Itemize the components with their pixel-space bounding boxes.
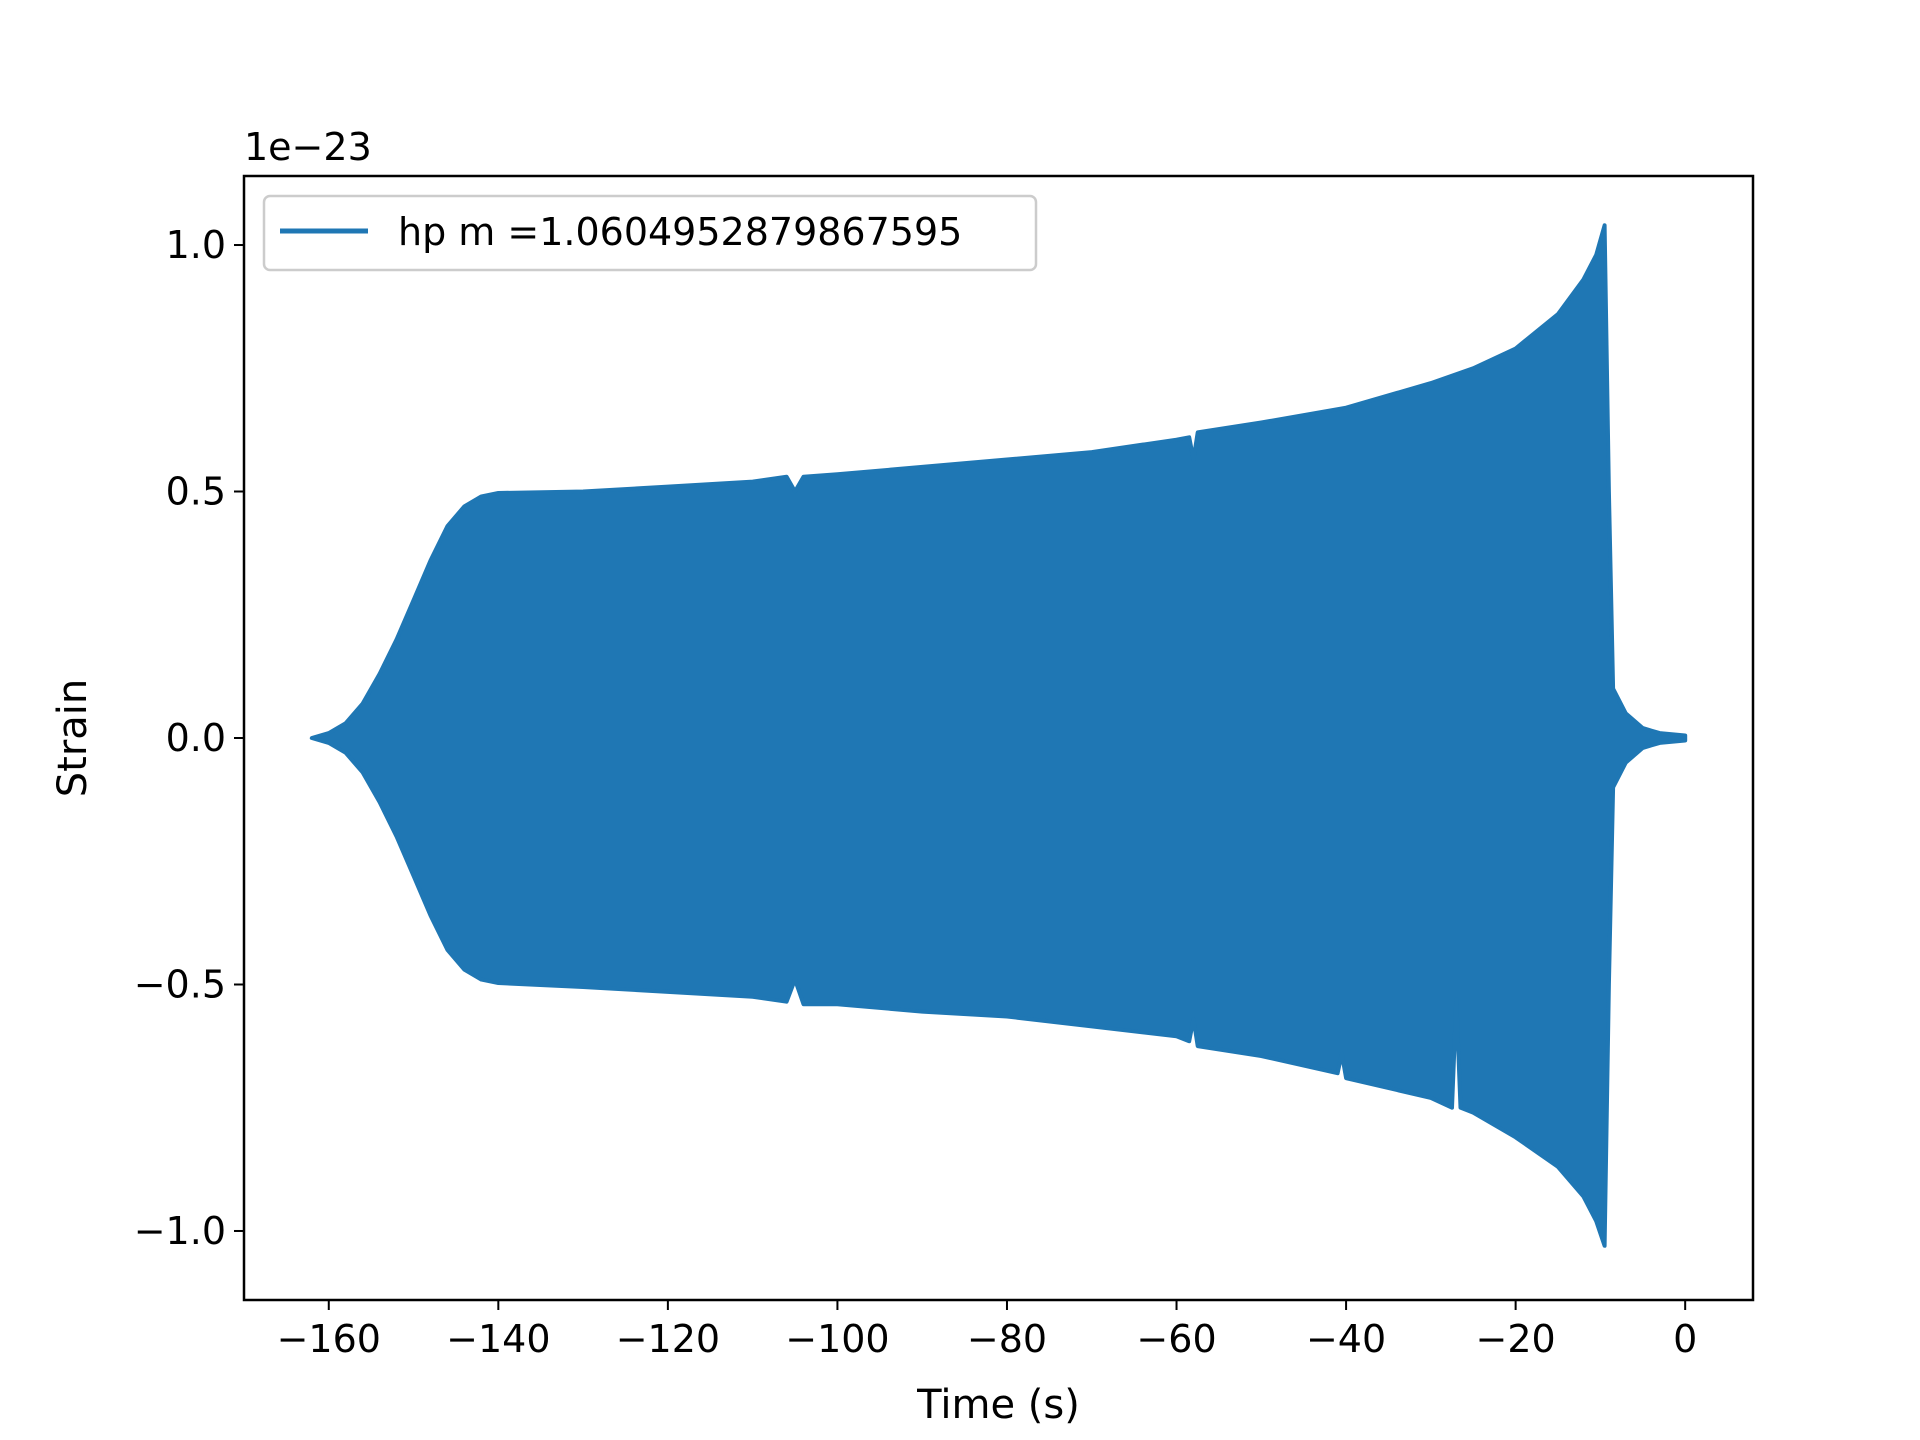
y-axis-offset-label: 1e−23 bbox=[244, 125, 372, 169]
x-tick-label: 0 bbox=[1673, 1317, 1697, 1361]
x-tick-label: −140 bbox=[446, 1317, 550, 1361]
x-tick-label: −160 bbox=[277, 1317, 381, 1361]
legend: hp m =1.0604952879867595 bbox=[262, 194, 1038, 272]
x-axis: −160 −140 −120 −100 −80 −60 −40 −20 0 bbox=[277, 1300, 1697, 1361]
x-tick-label: −60 bbox=[1136, 1317, 1216, 1361]
y-axis: 1.0 0.5 0.0 −0.5 −1.0 bbox=[134, 223, 244, 1253]
y-axis-label: Strain bbox=[50, 679, 96, 798]
y-tick-label: −1.0 bbox=[134, 1209, 226, 1253]
y-tick-label: 0.5 bbox=[166, 470, 226, 514]
x-tick-label: −120 bbox=[616, 1317, 720, 1361]
legend-label: hp m =1.0604952879867595 bbox=[398, 210, 962, 254]
x-tick-label: −20 bbox=[1476, 1317, 1556, 1361]
y-tick-label: −0.5 bbox=[134, 962, 226, 1006]
legend-box bbox=[262, 194, 1038, 272]
series-hp-waveform bbox=[309, 223, 1688, 1248]
plot-area bbox=[309, 223, 1688, 1248]
x-tick-label: −40 bbox=[1306, 1317, 1386, 1361]
x-axis-label: Time (s) bbox=[916, 1382, 1080, 1428]
y-tick-label: 1.0 bbox=[166, 223, 226, 267]
x-tick-label: −100 bbox=[785, 1317, 889, 1361]
x-tick-label: −80 bbox=[967, 1317, 1047, 1361]
y-tick-label: 0.0 bbox=[166, 716, 226, 760]
